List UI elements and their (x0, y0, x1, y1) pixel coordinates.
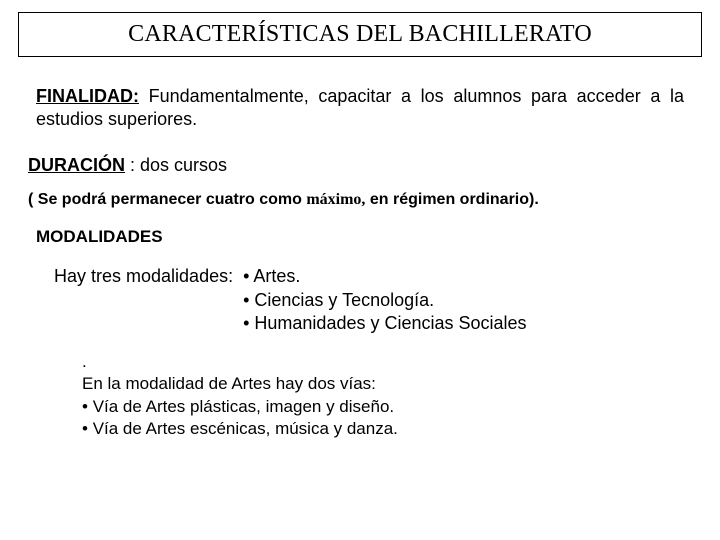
duracion-section: DURACIÓN : dos cursos (18, 154, 702, 177)
note-section: ( Se podrá permanecer cuatro como máximo… (18, 191, 702, 209)
modalidad-item: Humanidades y Ciencias Sociales (243, 312, 526, 335)
title-box: CARACTERÍSTICAS DEL BACHILLERATO (18, 12, 702, 57)
via-item: Vía de Artes escénicas, música y danza. (82, 418, 702, 440)
vias-dot: . (82, 351, 702, 373)
vias-list: Vía de Artes plásticas, imagen y diseño.… (82, 396, 702, 440)
page-title: CARACTERÍSTICAS DEL BACHILLERATO (128, 21, 592, 47)
vias-section: . En la modalidad de Artes hay dos vías:… (18, 351, 702, 439)
duracion-label: DURACIÓN (28, 155, 125, 175)
modalidades-label: MODALIDADES (18, 227, 702, 247)
note-emph: máximo, (306, 191, 365, 208)
modalidad-item: Artes. (243, 265, 526, 288)
modalidades-intro: Hay tres modalidades: (54, 265, 243, 335)
vias-intro: En la modalidad de Artes hay dos vías: (82, 373, 702, 395)
finalidad-section: FINALIDAD: Fundamentalmente, capacitar a… (18, 85, 702, 132)
modalidades-list: Artes. Ciencias y Tecnología. Humanidade… (243, 265, 526, 335)
via-item: Vía de Artes plásticas, imagen y diseño. (82, 396, 702, 418)
modalidades-row: Hay tres modalidades: Artes. Ciencias y … (18, 265, 702, 335)
slide: CARACTERÍSTICAS DEL BACHILLERATO FINALID… (0, 0, 720, 540)
note-suffix: en régimen ordinario). (365, 191, 538, 208)
note-prefix: ( Se podrá permanecer cuatro como (28, 191, 306, 208)
modalidad-item: Ciencias y Tecnología. (243, 289, 526, 312)
duracion-text: : dos cursos (130, 155, 227, 175)
finalidad-label: FINALIDAD: (36, 86, 139, 106)
